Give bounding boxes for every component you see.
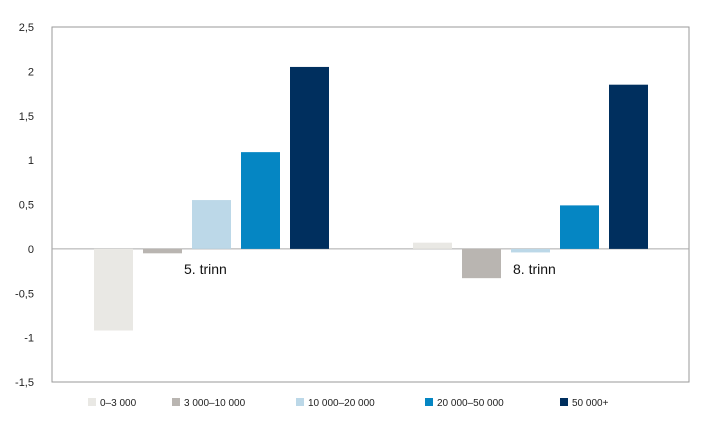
y-tick-label: -1,5 [15, 377, 34, 389]
y-tick-label: -1 [24, 333, 34, 345]
group-labels: 5. trinn 8. trinn [184, 261, 556, 277]
legend-label: 50 000+ [572, 398, 609, 409]
legend-swatch [560, 398, 568, 406]
bar-1-5 [290, 66, 329, 249]
bar-2-1 [413, 242, 452, 249]
legend-label: 10 000–20 000 [308, 398, 375, 409]
y-tick-label: 2,5 [19, 22, 34, 34]
plot-frame [51, 26, 690, 383]
y-tick-label: 1,5 [19, 111, 34, 123]
y-axis: 2,5 2 1,5 1 0,5 0 -0,5 -1 -1,5 [15, 22, 34, 389]
bar-2-2 [462, 248, 501, 279]
bar-1-3 [192, 200, 231, 249]
y-tick-label: 0,5 [19, 200, 34, 212]
bars [94, 66, 648, 331]
bar-1-4 [241, 152, 280, 249]
y-tick-label: 0 [28, 244, 34, 256]
bar-2-5 [609, 84, 648, 249]
legend-label: 0–3 000 [100, 398, 137, 409]
bar-1-1 [94, 248, 133, 331]
y-tick-label: -0,5 [15, 288, 34, 300]
category-label: 5. trinn [184, 261, 227, 277]
legend-swatch [425, 398, 433, 406]
legend-swatch [296, 398, 304, 406]
legend: 0–3 000 3 000–10 000 10 000–20 000 20 000–5… [88, 398, 609, 409]
legend-label: 20 000–50 000 [437, 398, 504, 409]
bar-2-3 [511, 248, 550, 253]
category-label: 8. trinn [513, 261, 556, 277]
legend-swatch [88, 398, 96, 406]
legend-swatch [172, 398, 180, 406]
bar-2-4 [560, 205, 599, 249]
y-tick-label: 2 [28, 66, 34, 78]
legend-label: 3 000–10 000 [184, 398, 246, 409]
y-tick-label: 1 [28, 155, 34, 167]
bar-1-2 [143, 248, 182, 254]
